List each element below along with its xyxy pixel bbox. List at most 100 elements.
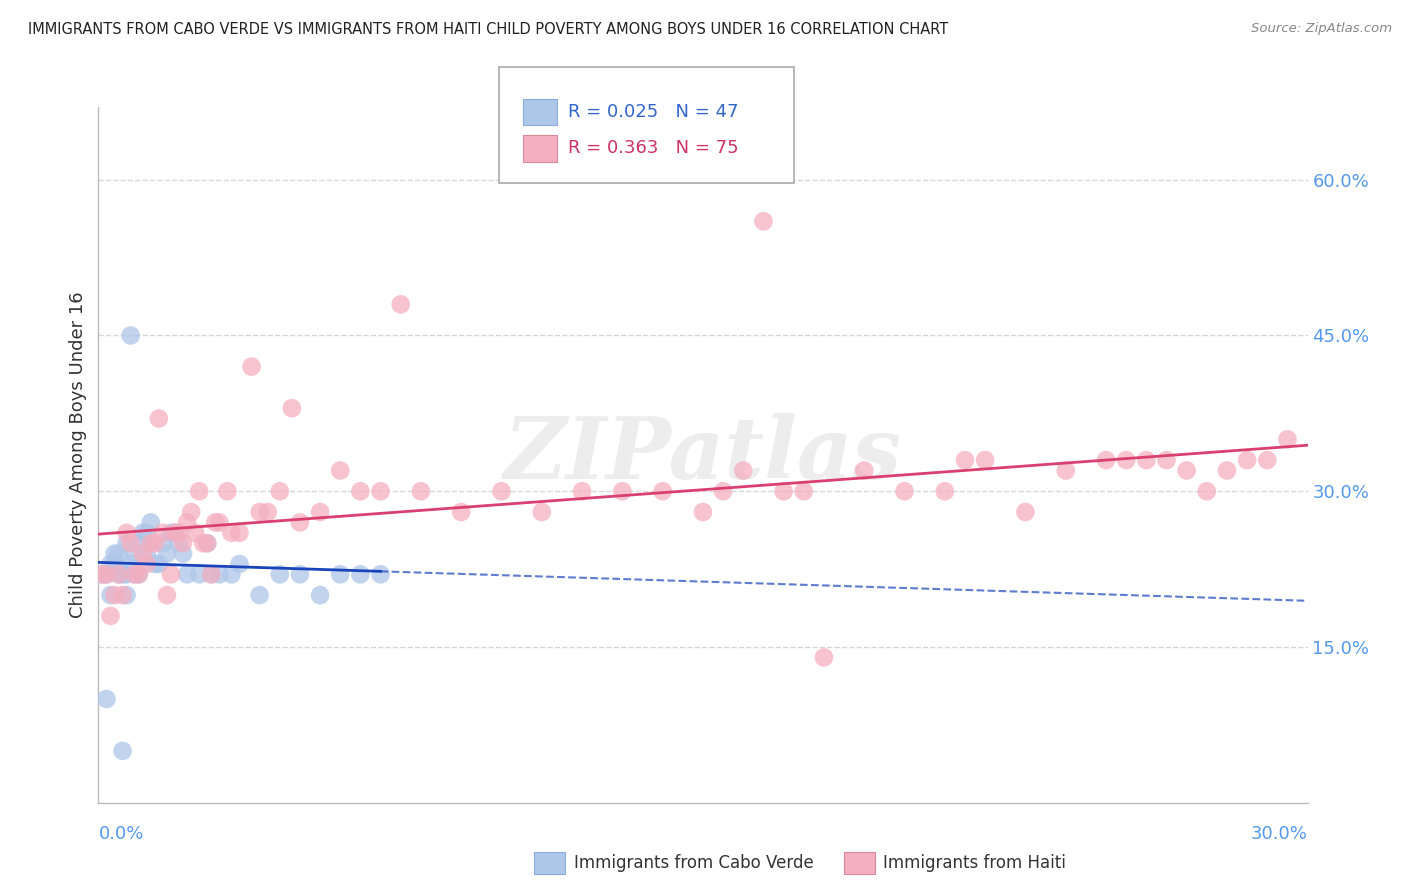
Point	[91, 567, 114, 582]
Point	[152, 525, 174, 540]
Point	[100, 557, 122, 571]
Point	[228, 525, 250, 540]
Point	[349, 567, 371, 582]
Point	[288, 567, 311, 582]
Point	[329, 567, 352, 582]
Point	[692, 505, 714, 519]
Point	[204, 516, 226, 530]
Point	[309, 588, 332, 602]
Point	[100, 588, 122, 602]
Point	[612, 484, 634, 499]
Point	[1277, 433, 1299, 447]
Point	[269, 567, 291, 582]
Point	[221, 525, 243, 540]
Point	[111, 744, 134, 758]
Point	[139, 536, 162, 550]
Point	[135, 557, 157, 571]
Point	[132, 525, 155, 540]
Point	[651, 484, 673, 499]
Point	[221, 567, 243, 582]
Point	[813, 650, 835, 665]
Point	[139, 536, 162, 550]
Point	[107, 547, 129, 561]
Point	[329, 463, 352, 477]
Point	[530, 505, 553, 519]
Point	[450, 505, 472, 519]
Point	[128, 536, 150, 550]
Point	[571, 484, 593, 499]
Point	[370, 484, 392, 499]
Point	[409, 484, 432, 499]
Point	[107, 567, 129, 582]
Point	[195, 536, 218, 550]
Point	[176, 516, 198, 530]
Point	[135, 547, 157, 561]
Point	[103, 557, 125, 571]
Point	[188, 567, 211, 582]
Point	[208, 516, 231, 530]
Point	[491, 484, 513, 499]
Point	[115, 588, 138, 602]
Text: IMMIGRANTS FROM CABO VERDE VS IMMIGRANTS FROM HAITI CHILD POVERTY AMONG BOYS UND: IMMIGRANTS FROM CABO VERDE VS IMMIGRANTS…	[28, 22, 949, 37]
Text: R = 0.363   N = 75: R = 0.363 N = 75	[568, 139, 738, 157]
Point	[180, 505, 202, 519]
Point	[217, 484, 239, 499]
Point	[115, 536, 138, 550]
Point	[120, 557, 142, 571]
Point	[188, 484, 211, 499]
Point	[288, 516, 311, 530]
Point	[733, 463, 755, 477]
Point	[228, 557, 250, 571]
Point	[135, 525, 157, 540]
Point	[115, 567, 138, 582]
Point	[148, 557, 170, 571]
Point	[111, 588, 134, 602]
Point	[953, 453, 976, 467]
Point	[184, 525, 207, 540]
Point	[349, 484, 371, 499]
Point	[160, 525, 183, 540]
Point	[103, 547, 125, 561]
Text: ZIPatlas: ZIPatlas	[503, 413, 903, 497]
Point	[96, 692, 118, 706]
Point	[163, 525, 186, 540]
Point	[128, 567, 150, 582]
Point	[172, 547, 194, 561]
Text: Immigrants from Haiti: Immigrants from Haiti	[883, 854, 1066, 871]
Point	[1095, 453, 1118, 467]
Point	[974, 453, 997, 467]
Point	[167, 536, 190, 550]
Point	[143, 557, 166, 571]
Point	[107, 567, 129, 582]
Text: 0.0%: 0.0%	[98, 825, 143, 843]
Y-axis label: Child Poverty Among Boys Under 16: Child Poverty Among Boys Under 16	[69, 292, 87, 618]
Point	[152, 536, 174, 550]
Point	[200, 567, 222, 582]
Point	[1054, 463, 1077, 477]
Point	[934, 484, 956, 499]
Point	[176, 567, 198, 582]
Point	[193, 536, 215, 550]
Point	[256, 505, 278, 519]
Point	[156, 547, 179, 561]
Point	[111, 567, 134, 582]
Point	[772, 484, 794, 499]
Point	[208, 567, 231, 582]
Point	[124, 547, 146, 561]
Point	[893, 484, 915, 499]
Point	[139, 516, 162, 530]
Point	[124, 567, 146, 582]
Point	[281, 401, 304, 416]
Text: Immigrants from Cabo Verde: Immigrants from Cabo Verde	[574, 854, 814, 871]
Point	[269, 484, 291, 499]
Point	[1256, 453, 1278, 467]
Point	[96, 567, 118, 582]
Point	[132, 547, 155, 561]
Point	[309, 505, 332, 519]
Point	[120, 536, 142, 550]
Point	[172, 536, 194, 550]
Point	[711, 484, 734, 499]
Point	[100, 608, 122, 623]
Point	[200, 567, 222, 582]
Point	[370, 567, 392, 582]
